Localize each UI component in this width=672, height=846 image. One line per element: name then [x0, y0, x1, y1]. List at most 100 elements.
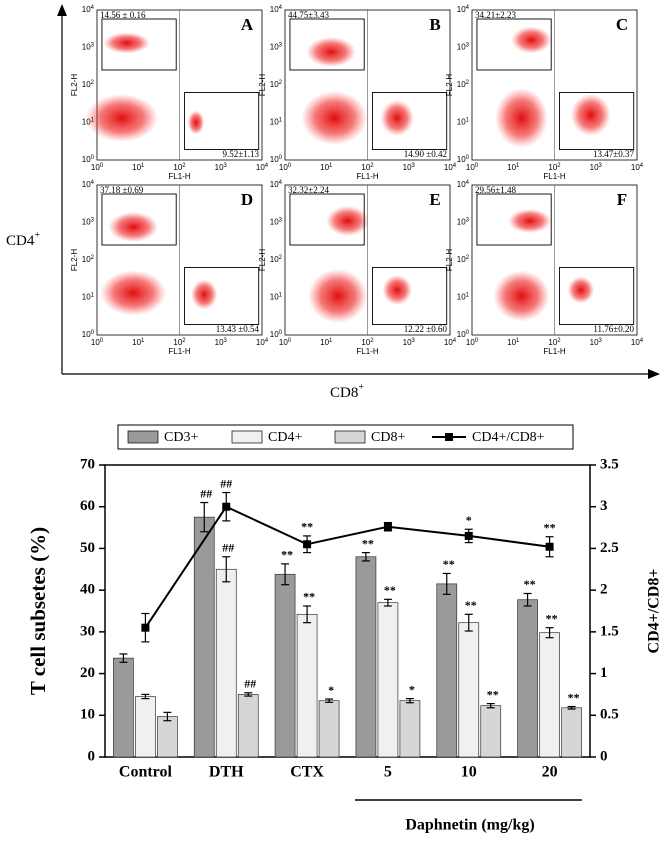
- x-tick-label: 102: [361, 338, 374, 348]
- bar: [399, 700, 421, 758]
- tick-base: 10: [270, 43, 279, 52]
- tick-base: 10: [215, 338, 224, 347]
- tick-base: 10: [91, 163, 100, 172]
- tick-base: 10: [173, 338, 182, 347]
- bar: [561, 707, 582, 758]
- tick-base: 10: [548, 163, 557, 172]
- y2-tick-label: 2: [600, 582, 608, 598]
- significance: **: [303, 590, 315, 604]
- panel-y-label: FL2-H: [258, 249, 267, 271]
- tick-base: 10: [82, 80, 91, 89]
- tick-base: 10: [82, 5, 91, 14]
- tick-exp: 3: [279, 42, 283, 48]
- bar: [436, 583, 458, 758]
- tick-exp: 3: [412, 338, 416, 344]
- y-tick-label: 100: [457, 330, 470, 340]
- upper-value: 14.56 ± 0.16: [100, 10, 146, 20]
- tick-exp: 4: [453, 163, 457, 169]
- y-tick-label: 102: [82, 80, 95, 90]
- tick-base: 10: [82, 43, 91, 52]
- error-bar: [141, 693, 150, 700]
- significance: ##: [222, 541, 234, 555]
- tick-exp: 0: [91, 155, 95, 161]
- y-tick-label: 102: [457, 255, 470, 265]
- ratio-line: [144, 505, 550, 629]
- y-tick-label: 103: [270, 217, 283, 227]
- group-label: Daphnetin (mg/kg): [405, 817, 534, 834]
- tick-exp: 0: [475, 163, 479, 169]
- lower-value: 13.43 ±0.54: [216, 324, 260, 334]
- panel-y-label: FL2-H: [258, 74, 267, 96]
- tick-base: 10: [403, 338, 412, 347]
- significance: **: [362, 536, 374, 550]
- tick-exp: 3: [224, 338, 228, 344]
- y-tick-label: 102: [270, 80, 283, 90]
- label-base: CD8: [330, 385, 358, 401]
- error-bar: [222, 556, 231, 583]
- error-bar: [303, 605, 312, 624]
- upper-gate: [289, 193, 365, 246]
- legend-label: CD3+: [164, 430, 198, 445]
- panel-letter: C: [616, 15, 628, 34]
- lower-gate: [372, 267, 448, 325]
- tick-exp: 1: [516, 163, 520, 169]
- upper-value: 32.32±2.24: [288, 185, 329, 195]
- y-tick-label: 103: [270, 42, 283, 52]
- y-tick-label: 104: [457, 5, 470, 15]
- error-bar: [325, 698, 334, 703]
- tick-base: 10: [457, 180, 466, 189]
- error-bar: [486, 703, 495, 709]
- x-tick-label: 101: [132, 338, 145, 348]
- significance: **: [443, 557, 455, 571]
- x-tick-label: 101: [507, 338, 520, 348]
- y2-tick-label: 0: [600, 748, 608, 764]
- x-tick-label: 101: [507, 163, 520, 173]
- tick-exp: 4: [466, 180, 470, 186]
- x-tick-label: 100: [466, 338, 479, 348]
- plot-frame: [104, 464, 591, 758]
- ratio-marker: [545, 542, 554, 551]
- cell-cloud: [108, 212, 159, 242]
- significance: **: [524, 577, 536, 591]
- x-tick-label: 103: [590, 338, 603, 348]
- tick-exp: 2: [279, 255, 283, 261]
- bar: [274, 573, 296, 758]
- y-tick-label: 100: [82, 155, 95, 165]
- bar: [296, 613, 318, 758]
- significance: **: [487, 687, 499, 701]
- tick-exp: 3: [412, 163, 416, 169]
- tick-exp: 0: [100, 338, 104, 344]
- panel-x-label: FL1-H: [543, 347, 565, 356]
- x-tick-label: 103: [215, 163, 228, 173]
- tick-exp: 1: [91, 292, 95, 298]
- tick-exp: 2: [466, 80, 470, 86]
- tick-base: 10: [270, 5, 279, 14]
- panel-y-label: FL2-H: [445, 249, 454, 271]
- x-tick-label: 101: [320, 338, 333, 348]
- y-tick-label: 103: [457, 42, 470, 52]
- tick-base: 10: [82, 180, 91, 189]
- legend-label: CD4+/CD8+: [472, 430, 545, 445]
- ratio-marker: [222, 502, 231, 511]
- tick-exp: 1: [279, 117, 283, 123]
- cell-cloud: [103, 32, 150, 54]
- cell-cloud: [301, 91, 368, 145]
- bar: [355, 556, 377, 758]
- label-sup: +: [34, 230, 40, 241]
- error-bar: [119, 653, 128, 663]
- lower-gate: [372, 92, 448, 150]
- error-bar: [405, 697, 414, 704]
- bar: [480, 705, 502, 758]
- error-bar: [361, 551, 370, 562]
- y2-tick-label: 1.5: [600, 623, 619, 639]
- upper-gate: [476, 193, 552, 246]
- ratio-marker: [464, 531, 473, 540]
- tick-exp: 0: [466, 155, 470, 161]
- y-tick-label: 30: [80, 623, 95, 639]
- lower-gate: [559, 267, 635, 325]
- tick-base: 10: [361, 338, 370, 347]
- y-tick-label: 0: [88, 748, 96, 764]
- y-tick-label: 104: [457, 180, 470, 190]
- bar: [215, 568, 237, 758]
- tick-base: 10: [320, 163, 329, 172]
